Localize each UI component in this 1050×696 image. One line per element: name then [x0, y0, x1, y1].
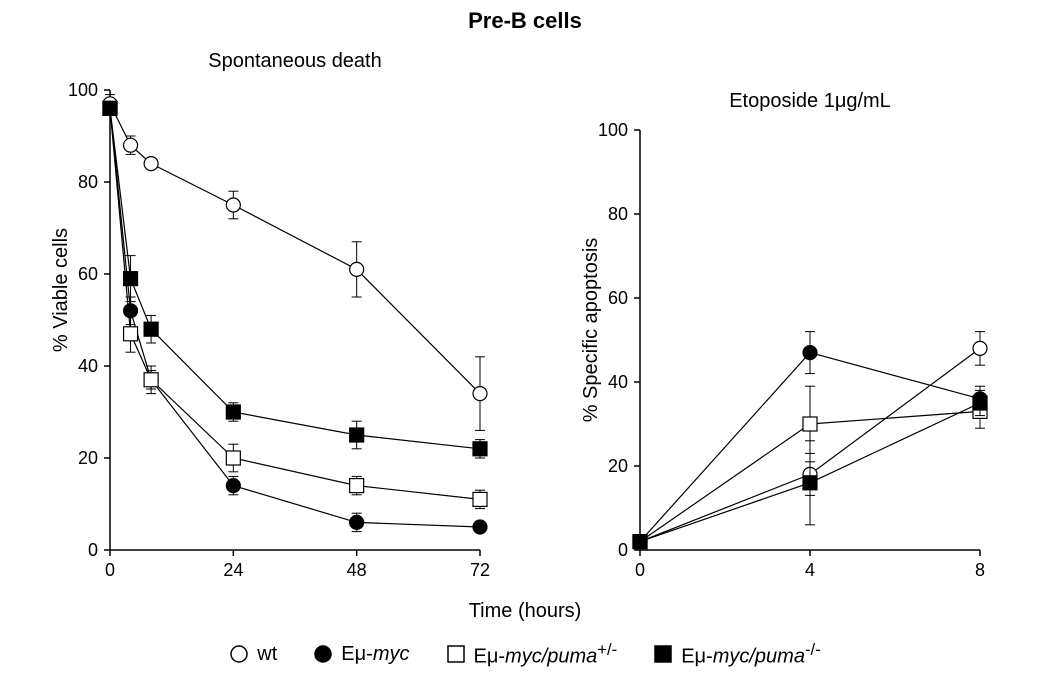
- svg-text:0: 0: [105, 560, 115, 580]
- svg-text:80: 80: [78, 172, 98, 192]
- svg-text:100: 100: [68, 80, 98, 100]
- open-circle-icon: [229, 644, 249, 664]
- svg-text:0: 0: [635, 560, 645, 580]
- svg-text:4: 4: [805, 560, 815, 580]
- legend-item: Eμ-myc/puma+/-: [446, 640, 618, 669]
- svg-text:0: 0: [88, 540, 98, 560]
- svg-text:20: 20: [78, 448, 98, 468]
- svg-text:40: 40: [608, 372, 628, 392]
- legend-item: wt: [229, 643, 277, 666]
- legend-label: Eμ-myc: [341, 643, 409, 666]
- svg-text:60: 60: [78, 264, 98, 284]
- filled-circle-icon: [313, 644, 333, 664]
- svg-text:0: 0: [618, 540, 628, 560]
- svg-text:48: 48: [347, 560, 367, 580]
- legend-row: wt Eμ-myc Eμ-myc/puma+/- Eμ-myc/puma-/-: [0, 640, 1050, 670]
- charts-svg: 0204060801000244872020406080100048: [0, 0, 1050, 696]
- svg-text:80: 80: [608, 204, 628, 224]
- svg-text:8: 8: [975, 560, 985, 580]
- svg-text:24: 24: [223, 560, 243, 580]
- svg-text:60: 60: [608, 288, 628, 308]
- legend-label: Eμ-myc/puma+/-: [474, 640, 618, 669]
- filled-square-icon: [653, 644, 673, 664]
- legend-item: Eμ-myc/puma-/-: [653, 640, 821, 669]
- legend-label: wt: [257, 643, 277, 666]
- legend-label: Eμ-myc/puma-/-: [681, 640, 821, 669]
- svg-text:40: 40: [78, 356, 98, 376]
- svg-text:72: 72: [470, 560, 490, 580]
- svg-text:100: 100: [598, 120, 628, 140]
- svg-text:20: 20: [608, 456, 628, 476]
- open-square-icon: [446, 644, 466, 664]
- legend-item: Eμ-myc: [313, 643, 409, 666]
